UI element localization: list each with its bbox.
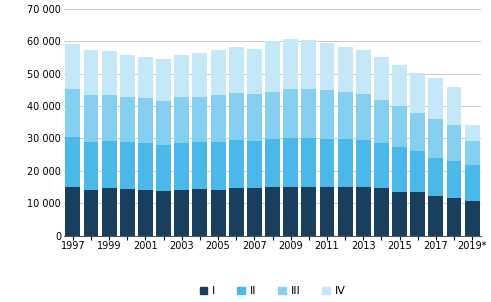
- Bar: [156, 145, 171, 191]
- Bar: [392, 65, 407, 106]
- Bar: [338, 187, 353, 236]
- Bar: [338, 139, 353, 187]
- Bar: [428, 119, 443, 158]
- Bar: [83, 190, 99, 236]
- Bar: [174, 190, 189, 236]
- Bar: [192, 53, 207, 97]
- Bar: [392, 147, 407, 191]
- Bar: [392, 191, 407, 236]
- Bar: [65, 187, 81, 236]
- Bar: [464, 124, 480, 141]
- Bar: [301, 89, 316, 138]
- Bar: [102, 95, 117, 141]
- Bar: [283, 187, 298, 236]
- Bar: [156, 101, 171, 145]
- Bar: [192, 97, 207, 142]
- Bar: [229, 93, 244, 140]
- Bar: [356, 50, 371, 95]
- Bar: [102, 141, 117, 188]
- Bar: [211, 95, 225, 142]
- Bar: [283, 39, 298, 89]
- Bar: [174, 97, 189, 143]
- Bar: [410, 151, 425, 192]
- Bar: [356, 95, 371, 140]
- Bar: [65, 89, 81, 137]
- Bar: [138, 143, 153, 190]
- Bar: [247, 94, 262, 141]
- Bar: [120, 189, 135, 236]
- Bar: [301, 40, 316, 89]
- Bar: [338, 92, 353, 139]
- Bar: [247, 49, 262, 94]
- Bar: [120, 142, 135, 189]
- Bar: [464, 165, 480, 201]
- Bar: [283, 137, 298, 187]
- Bar: [410, 73, 425, 113]
- Bar: [65, 137, 81, 187]
- Bar: [120, 55, 135, 97]
- Bar: [229, 140, 244, 188]
- Bar: [356, 187, 371, 236]
- Bar: [356, 140, 371, 187]
- Bar: [192, 142, 207, 189]
- Bar: [374, 188, 389, 236]
- Bar: [265, 139, 280, 187]
- Bar: [464, 141, 480, 165]
- Bar: [156, 191, 171, 236]
- Bar: [102, 188, 117, 236]
- Bar: [464, 201, 480, 236]
- Bar: [229, 47, 244, 93]
- Bar: [65, 44, 81, 89]
- Bar: [265, 92, 280, 139]
- Bar: [446, 161, 462, 198]
- Bar: [428, 158, 443, 196]
- Bar: [320, 43, 334, 90]
- Bar: [301, 138, 316, 187]
- Bar: [320, 90, 334, 139]
- Legend: I, II, III, IV: I, II, III, IV: [195, 282, 350, 301]
- Bar: [211, 142, 225, 190]
- Bar: [265, 41, 280, 92]
- Bar: [156, 59, 171, 101]
- Bar: [392, 106, 407, 147]
- Bar: [83, 142, 99, 190]
- Bar: [446, 125, 462, 161]
- Bar: [374, 143, 389, 188]
- Bar: [120, 97, 135, 142]
- Bar: [410, 192, 425, 236]
- Bar: [446, 87, 462, 125]
- Bar: [410, 113, 425, 151]
- Bar: [247, 141, 262, 188]
- Bar: [192, 189, 207, 236]
- Bar: [283, 89, 298, 137]
- Bar: [138, 98, 153, 143]
- Bar: [229, 188, 244, 236]
- Bar: [374, 57, 389, 100]
- Bar: [138, 57, 153, 98]
- Bar: [265, 187, 280, 236]
- Bar: [174, 55, 189, 97]
- Bar: [83, 50, 99, 95]
- Bar: [247, 188, 262, 236]
- Bar: [320, 187, 334, 236]
- Bar: [211, 50, 225, 95]
- Bar: [428, 196, 443, 236]
- Bar: [374, 100, 389, 143]
- Bar: [301, 187, 316, 236]
- Bar: [83, 95, 99, 142]
- Bar: [428, 78, 443, 119]
- Bar: [102, 51, 117, 95]
- Bar: [138, 190, 153, 236]
- Bar: [174, 143, 189, 190]
- Bar: [338, 47, 353, 92]
- Bar: [211, 190, 225, 236]
- Bar: [446, 198, 462, 236]
- Bar: [320, 139, 334, 187]
